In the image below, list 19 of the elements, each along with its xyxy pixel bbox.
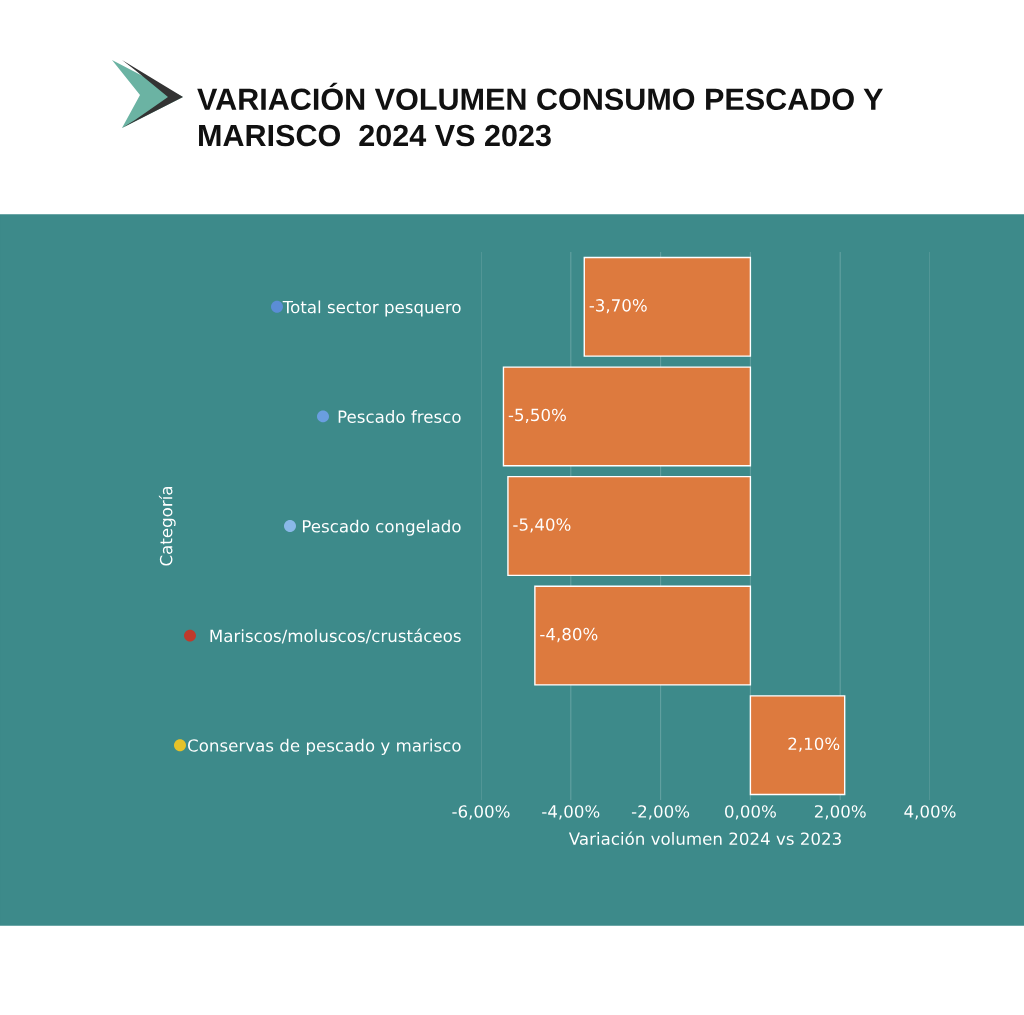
data-label: -5,50% bbox=[508, 408, 566, 423]
y-tick-label: Mariscos/moluscos/crustáceos bbox=[210, 628, 461, 644]
x-tick-label: 4,00% bbox=[904, 805, 956, 820]
x-axis-title: Variación volumen 2024 vs 2023 bbox=[568, 831, 841, 845]
x-tick-label: -2,00% bbox=[631, 805, 690, 820]
data-label: -3,70% bbox=[589, 299, 647, 314]
chart-title: VARIACIÓN VOLUMEN CONSUMO PESCADO Y MARISCO 2024 VS 2023 bbox=[197, 82, 883, 147]
data-label: 2,10% bbox=[788, 737, 840, 752]
x-tick-label: -6,00% bbox=[452, 805, 510, 820]
y-tick-label: Pescado fresco bbox=[338, 410, 461, 423]
y-axis-title: Categoría bbox=[158, 486, 176, 566]
x-tick-label: 2,00% bbox=[814, 805, 866, 820]
data-label: -5,40% bbox=[513, 518, 571, 533]
y-tick-label: Pescado congelado bbox=[302, 519, 461, 536]
x-tick-label: -4,00% bbox=[542, 805, 600, 820]
data-label: -4,80% bbox=[540, 627, 598, 643]
y-tick-label: Total sector pesquero bbox=[282, 300, 461, 317]
x-tick-label: 0,00% bbox=[725, 805, 776, 820]
y-tick-label: Conservas de pescado y marisco bbox=[188, 738, 461, 755]
